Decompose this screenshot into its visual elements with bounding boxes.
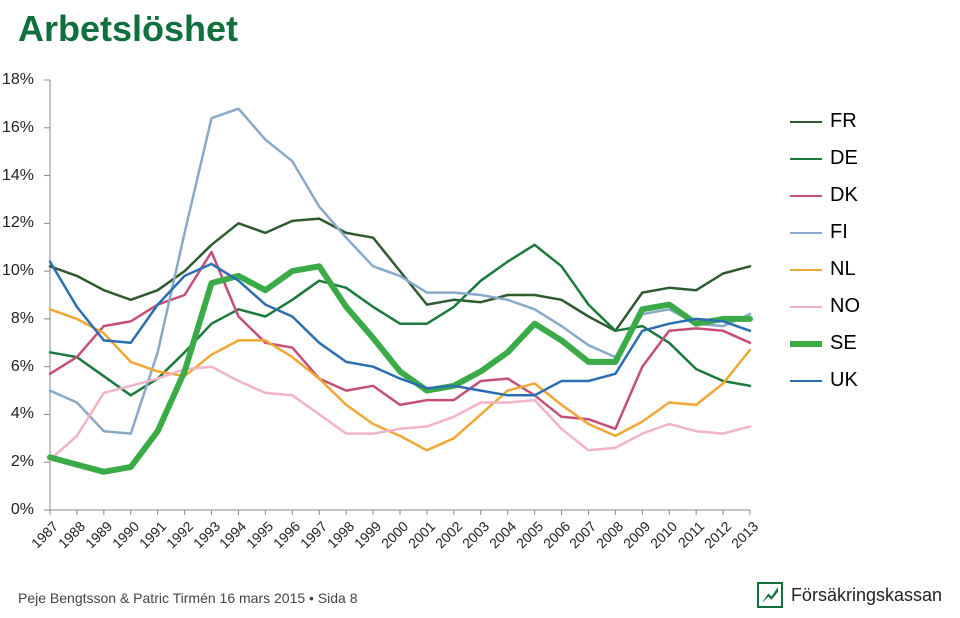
x-tick-label: 2011	[675, 518, 708, 551]
y-tick-label: 10%	[2, 262, 40, 280]
x-tick-label: 1989	[82, 518, 115, 551]
x-tick-label: 1998	[324, 518, 357, 551]
legend-item-dk: DK	[790, 184, 930, 207]
x-tick-label: 2003	[459, 518, 492, 551]
x-tick-label: 2002	[432, 518, 465, 551]
legend-swatch	[790, 269, 822, 271]
y-tick-label: 8%	[11, 310, 40, 328]
x-tick-label: 1992	[163, 518, 196, 551]
legend-swatch	[790, 158, 822, 160]
legend-item-fi: FI	[790, 221, 930, 244]
x-tick-label: 2005	[513, 518, 546, 551]
x-tick-label: 2010	[647, 518, 680, 551]
x-tick-label: 1993	[190, 518, 223, 551]
legend-item-no: NO	[790, 295, 930, 318]
legend-item-uk: UK	[790, 369, 930, 392]
chart-legend: FR DE DK FI NL NO SE UK	[790, 110, 930, 406]
y-tick-label: 12%	[2, 214, 40, 232]
legend-item-de: DE	[790, 147, 930, 170]
legend-swatch	[790, 232, 822, 234]
y-tick-label: 18%	[2, 71, 40, 89]
x-tick-label: 2007	[566, 518, 599, 551]
y-tick-label: 16%	[2, 119, 40, 137]
y-tick-label: 4%	[11, 405, 40, 423]
x-tick-label: 1990	[109, 518, 142, 551]
x-tick-label: 1996	[270, 518, 303, 551]
x-tick-label: 1994	[216, 518, 249, 551]
legend-swatch	[790, 380, 822, 382]
legend-label: FI	[830, 221, 848, 244]
x-tick-label: 1988	[55, 518, 88, 551]
x-tick-label: 1991	[136, 518, 169, 551]
legend-item-fr: FR	[790, 110, 930, 133]
legend-item-nl: NL	[790, 258, 930, 281]
legend-label: SE	[830, 332, 857, 355]
x-tick-label: 2001	[405, 518, 438, 551]
x-tick-label: 1995	[243, 518, 276, 551]
brand-logo: Försäkringskassan	[757, 582, 942, 608]
series-line-dk	[50, 252, 750, 429]
x-tick-label: 2000	[378, 518, 411, 551]
legend-label: DE	[830, 147, 858, 170]
x-tick-label: 2013	[728, 518, 761, 551]
brand-logo-icon	[757, 582, 783, 608]
x-tick-label: 2004	[486, 518, 519, 551]
x-tick-label: 2012	[701, 518, 734, 551]
y-tick-label: 14%	[2, 167, 40, 185]
x-tick-label: 1997	[297, 518, 330, 551]
line-chart: 0%2%4%6%8%10%12%14%16%18% 19871988198919…	[40, 80, 760, 510]
legend-swatch	[790, 306, 822, 308]
series-line-se	[50, 266, 750, 472]
x-axis-labels: 1987198819891990199119921993199419951996…	[40, 510, 760, 570]
y-tick-label: 2%	[11, 453, 40, 471]
x-tick-label: 2006	[540, 518, 573, 551]
legend-label: NO	[830, 295, 860, 318]
legend-label: FR	[830, 110, 857, 133]
legend-swatch	[790, 341, 822, 347]
x-tick-label: 1999	[351, 518, 384, 551]
x-tick-label: 2008	[593, 518, 626, 551]
y-tick-label: 0%	[11, 501, 40, 519]
page-title: Arbetslöshet	[18, 8, 238, 50]
legend-label: NL	[830, 258, 856, 281]
legend-swatch	[790, 195, 822, 197]
legend-swatch	[790, 121, 822, 123]
x-tick-label: 2009	[620, 518, 653, 551]
x-tick-label: 1987	[28, 518, 61, 551]
legend-item-se: SE	[790, 332, 930, 355]
brand-logo-text: Försäkringskassan	[791, 585, 942, 606]
legend-label: UK	[830, 369, 858, 392]
legend-label: DK	[830, 184, 858, 207]
y-tick-label: 6%	[11, 358, 40, 376]
footer-text: Peje Bengtsson & Patric Tirmén 16 mars 2…	[18, 590, 358, 606]
